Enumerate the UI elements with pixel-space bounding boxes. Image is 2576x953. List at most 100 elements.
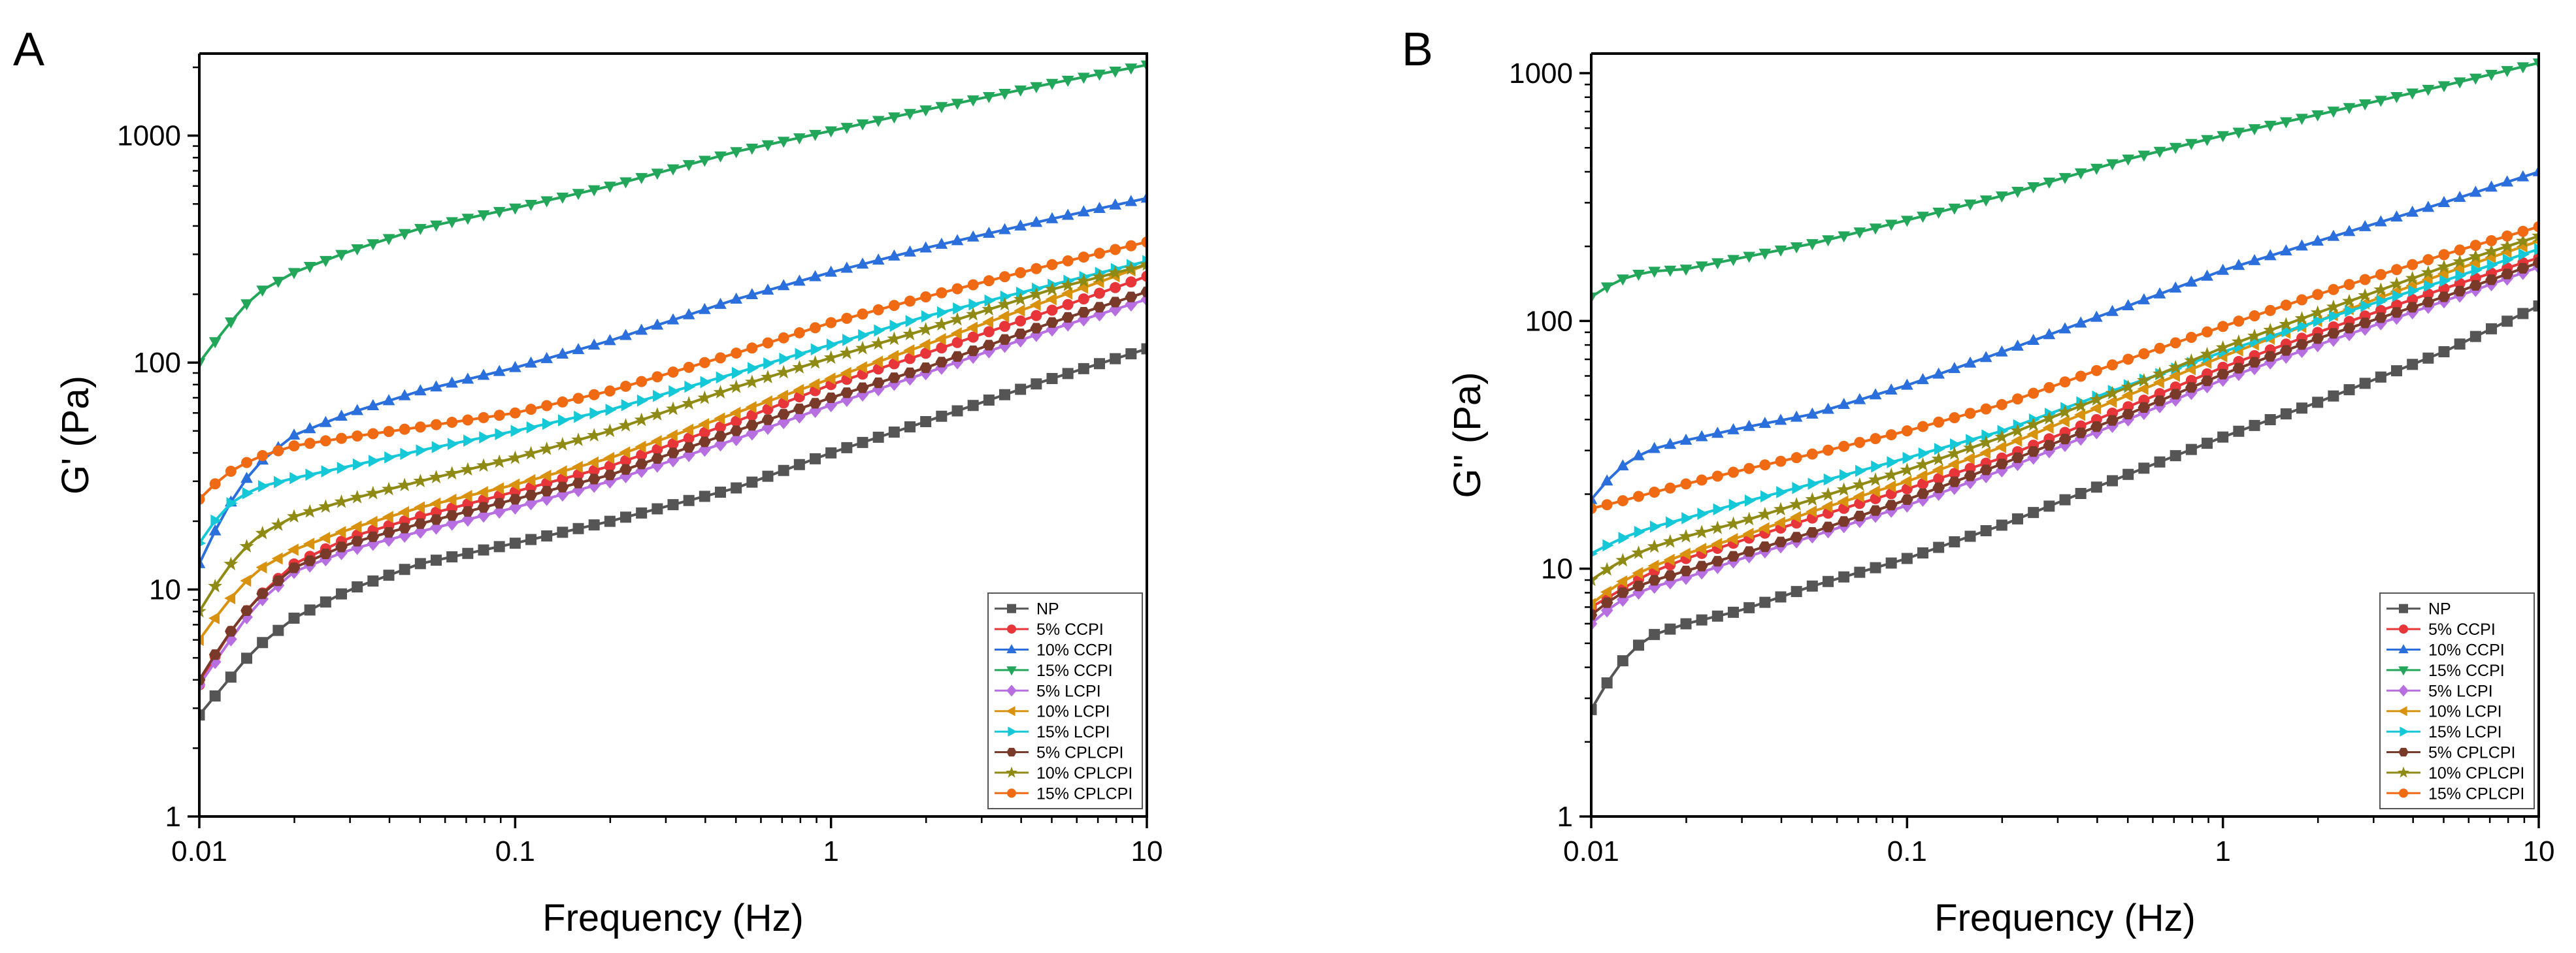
data-point: [2043, 500, 2055, 512]
data-point: [621, 398, 633, 412]
data-point: [1140, 60, 1147, 72]
legend-label: 15% CCPI: [1036, 662, 1113, 680]
data-point: [2502, 315, 2513, 327]
data-point: [888, 426, 900, 438]
data-point: [2090, 402, 2102, 415]
x-tick-label: 1: [823, 835, 838, 867]
data-point: [240, 574, 252, 587]
data-point: [2501, 175, 2514, 187]
data-point: [1995, 459, 2008, 470]
data-point: [1979, 464, 1992, 476]
data-point: [382, 511, 393, 523]
data-point: [635, 323, 648, 335]
data-point: [920, 415, 932, 427]
data-point: [1917, 212, 1929, 223]
data-point: [920, 347, 932, 359]
data-point: [540, 485, 553, 497]
data-point: [199, 674, 206, 685]
data-point: [479, 431, 491, 444]
data-point: [761, 420, 774, 435]
data-point: [874, 324, 885, 337]
data-point: [1821, 500, 1833, 513]
data-point: [810, 453, 821, 464]
data-point: [1591, 572, 1598, 587]
data-point: [983, 394, 995, 406]
legend-marker: [1007, 788, 1016, 798]
data-point: [587, 474, 601, 485]
data-point: [2486, 235, 2497, 247]
data-point: [321, 465, 333, 477]
data-point: [1822, 521, 1834, 532]
data-point: [1616, 587, 1629, 598]
data-point: [2343, 279, 2355, 291]
data-point: [746, 143, 759, 155]
legend-marker: [2399, 624, 2408, 634]
data-point: [746, 476, 758, 488]
data-point: [651, 458, 664, 473]
data-point: [335, 526, 346, 538]
data-point: [2264, 249, 2277, 261]
legend-item: 5% CPLCPI: [995, 744, 1123, 762]
data-point: [620, 380, 631, 392]
data-point: [256, 561, 267, 573]
data-point: [2136, 373, 2151, 387]
data-point: [2090, 421, 2103, 432]
data-point: [746, 410, 758, 421]
data-point: [414, 421, 426, 433]
data-point: [793, 403, 806, 414]
data-point: [587, 456, 599, 469]
data-point: [2454, 244, 2466, 256]
data-point: [762, 470, 774, 482]
data-point: [241, 653, 252, 664]
data-point: [2107, 475, 2118, 487]
legend-label: 5% LCPI: [2428, 682, 2493, 700]
data-point: [1633, 639, 1644, 651]
data-point: [366, 515, 378, 528]
data-point: [1015, 315, 1027, 327]
series-np: [199, 343, 1147, 721]
data-point: [603, 451, 615, 464]
data-point: [1997, 425, 2009, 438]
data-point: [556, 481, 569, 493]
data-point: [2170, 337, 2181, 349]
data-point: [1885, 429, 1897, 441]
data-point: [619, 329, 632, 340]
data-point: [2406, 88, 2419, 100]
data-point: [2311, 110, 2324, 121]
data-point: [2532, 165, 2539, 176]
data-point: [587, 338, 601, 350]
data-point: [715, 352, 726, 364]
data-point: [1758, 522, 1770, 535]
data-point: [1932, 464, 1943, 476]
data-point: [1774, 413, 1787, 425]
data-point: [2515, 233, 2530, 248]
data-point: [2074, 316, 2087, 328]
data-point: [2247, 329, 2262, 342]
data-point: [700, 376, 712, 389]
data-point: [2168, 370, 2180, 382]
data-point: [746, 420, 759, 431]
data-point: [1015, 267, 1027, 278]
data-point: [2373, 282, 2388, 297]
data-point: [493, 410, 505, 421]
data-point: [477, 502, 490, 513]
data-point: [1014, 219, 1027, 231]
data-point: [1695, 261, 1708, 273]
data-point: [492, 482, 504, 495]
y-tick-label: 10: [1541, 553, 1573, 585]
data-point: [431, 555, 442, 566]
data-point: [1980, 403, 1992, 415]
data-point: [539, 441, 554, 455]
data-point: [635, 172, 648, 184]
data-point: [2121, 380, 2136, 393]
data-point: [777, 137, 790, 148]
data-point: [1046, 304, 1058, 316]
data-point: [667, 313, 680, 325]
data-point: [2279, 244, 2292, 255]
data-point: [1109, 198, 1122, 210]
data-point: [2360, 300, 2372, 312]
data-point: [650, 407, 665, 421]
data-point: [1996, 519, 2007, 531]
data-point: [1591, 292, 1598, 304]
data-point: [1900, 378, 1913, 390]
